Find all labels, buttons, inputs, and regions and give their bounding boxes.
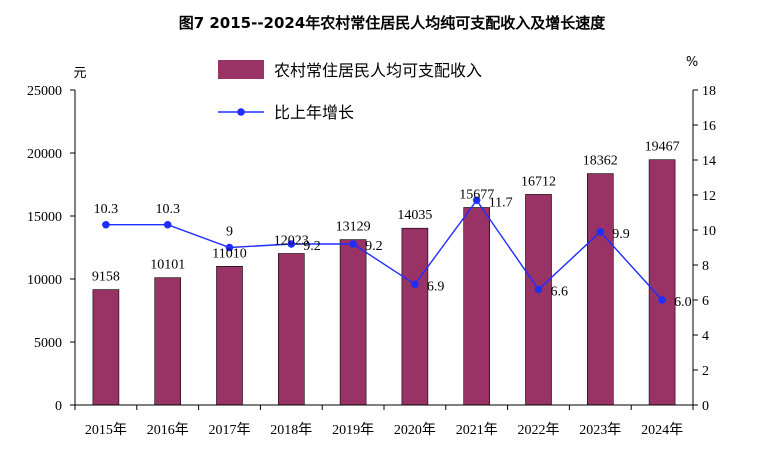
- x-tick-label-9: 2024年: [641, 422, 683, 438]
- income-value-label-5: 14035: [397, 208, 432, 223]
- left-tick-label-3: 15000: [27, 210, 62, 225]
- growth-value-label-1: 10.3: [155, 202, 180, 217]
- legend-line-marker: [237, 108, 245, 116]
- growth-point-0: [102, 220, 110, 229]
- growth-point-3: [287, 240, 296, 248]
- left-tick-label-5: 25000: [27, 84, 62, 99]
- income-bar-5: [401, 227, 429, 406]
- income-bar-2: [216, 265, 243, 406]
- growth-value-label-3: 9.2: [303, 239, 321, 254]
- left-tick-label-0: 0: [55, 399, 62, 414]
- growth-value-label-2: 9: [226, 225, 233, 240]
- growth-point-9: [658, 296, 666, 304]
- growth-point-5: [411, 280, 419, 289]
- x-tick-label-7: 2022年: [518, 422, 560, 438]
- bars-layer: [92, 159, 676, 406]
- income-value-label-4: 13129: [336, 220, 371, 235]
- axes-layer: 0 5000 10000 15000 20000 25000 0 2 4 6 8 10 12 14 16 18…: [27, 84, 716, 438]
- income-value-label-1: 10101: [150, 258, 185, 273]
- right-tick-label-0: 0: [702, 399, 709, 414]
- income-value-label-6: 15677: [459, 187, 494, 202]
- legend-bar-swatch: [218, 60, 264, 79]
- growth-point-1: [163, 220, 172, 229]
- growth-line-layer: [102, 196, 666, 304]
- growth-point-7: [534, 285, 543, 294]
- income-bar-1: [154, 277, 181, 406]
- income-bar-8: [586, 173, 614, 406]
- chart-title: 图7 2015--2024年农村常住居民人均纯可支配收入及增长速度: [179, 14, 607, 32]
- x-tick-label-6: 2021年: [456, 422, 498, 438]
- right-axis-unit: %: [686, 55, 698, 70]
- income-value-label-0: 9158: [92, 270, 120, 285]
- x-tick-label-2: 2017年: [209, 422, 251, 438]
- growth-point-8: [596, 227, 605, 236]
- growth-value-label-5: 6.9: [427, 279, 445, 294]
- growth-point-6: [472, 196, 481, 205]
- right-tick-label-8: 16: [702, 119, 716, 134]
- left-tick-label-4: 20000: [27, 147, 62, 162]
- left-tick-label-2: 10000: [27, 273, 62, 288]
- growth-point-2: [225, 243, 234, 252]
- x-tick-label-5: 2020年: [394, 422, 436, 438]
- x-tick-label-3: 2018年: [270, 422, 312, 438]
- growth-polyline: [105, 199, 663, 301]
- growth-value-label-4: 9.2: [365, 239, 383, 254]
- income-value-label-8: 18362: [583, 154, 618, 169]
- growth-value-label-8: 9.9: [612, 227, 630, 242]
- income-value-label-3: 12023: [274, 234, 309, 249]
- right-tick-label-9: 18: [702, 84, 716, 99]
- income-bar-3: [277, 253, 305, 406]
- x-tick-label-8: 2023年: [579, 422, 621, 438]
- income-bar-4: [339, 239, 367, 406]
- income-value-label-7: 16712: [521, 174, 556, 189]
- x-tick-label-4: 2019年: [332, 422, 374, 438]
- growth-value-label-9: 6.0: [674, 295, 692, 310]
- income-bar-9: [648, 159, 676, 406]
- legend: 农村常住居民人均可支配收入 比上年增长: [218, 60, 482, 122]
- right-tick-label-1: 2: [702, 364, 709, 379]
- x-tick-label-1: 2016年: [147, 422, 189, 438]
- growth-value-label-0: 10.3: [94, 202, 119, 217]
- right-tick-label-2: 4: [702, 329, 709, 344]
- income-bar-6: [463, 207, 491, 406]
- right-tick-label-5: 10: [702, 224, 716, 239]
- growth-point-4: [349, 240, 357, 248]
- income-bar-0: [92, 289, 120, 406]
- left-tick-label-1: 5000: [34, 336, 62, 351]
- growth-value-label-7: 6.6: [551, 285, 569, 300]
- x-tick-label-0: 2015年: [85, 422, 127, 438]
- right-tick-label-7: 14: [702, 154, 716, 169]
- legend-bar-label: 农村常住居民人均可支配收入: [274, 61, 482, 80]
- growth-value-label-6: 11.7: [489, 195, 513, 210]
- right-tick-label-4: 8: [702, 259, 709, 274]
- left-axis-unit: 元: [73, 66, 86, 81]
- income-value-label-9: 19467: [645, 140, 680, 155]
- income-bar-7: [525, 194, 552, 406]
- income-value-label-2: 11010: [212, 246, 246, 261]
- right-tick-label-3: 6: [702, 294, 709, 309]
- legend-line-label: 比上年增长: [274, 103, 354, 122]
- right-tick-label-6: 12: [702, 189, 716, 204]
- data-labels-layer: 9158 10101 11010 12023 13129 14035 15677 16712 1…: [92, 140, 692, 310]
